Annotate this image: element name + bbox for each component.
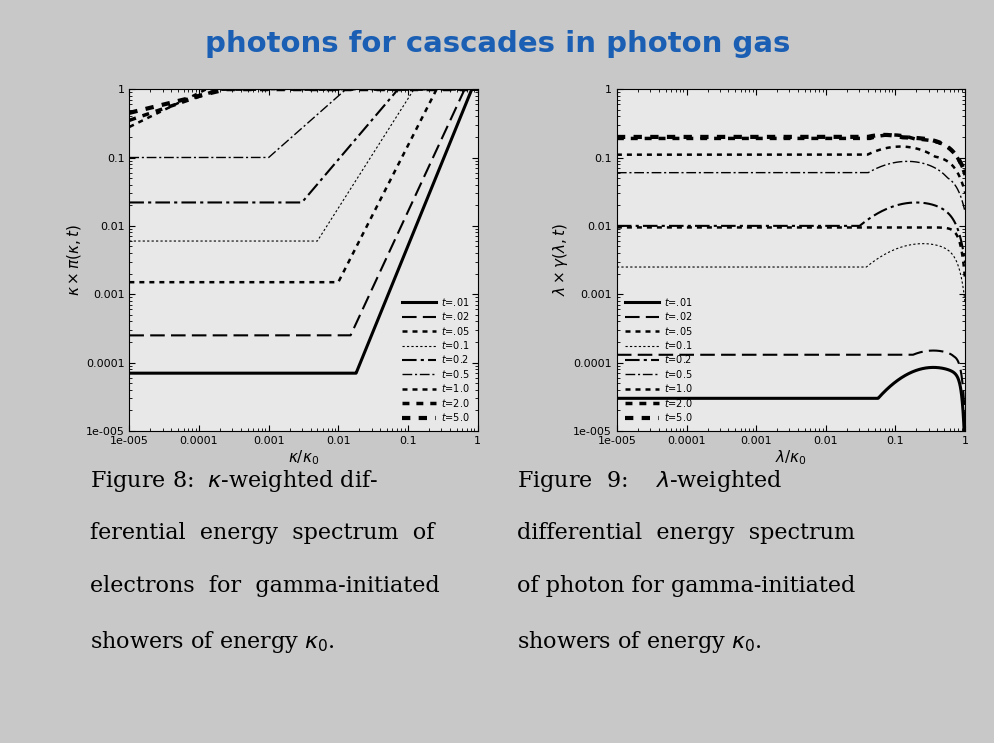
Text: photons for cascades in photon gas: photons for cascades in photon gas — [205, 30, 789, 58]
Text: showers of energy $\kappa_0$.: showers of energy $\kappa_0$. — [517, 629, 761, 655]
Text: Figure 8:  $\kappa$-weighted dif-: Figure 8: $\kappa$-weighted dif- — [89, 468, 377, 494]
Text: showers of energy $\kappa_0$.: showers of energy $\kappa_0$. — [89, 629, 334, 655]
Legend: $t$=.01, $t$=.02, $t$=.05, $t$=0.1, $t$=0.2, $t$=0.5, $t$=1.0, $t$=2.0, $t$=5.0: $t$=.01, $t$=.02, $t$=.05, $t$=0.1, $t$=… — [621, 293, 695, 426]
Text: Figure  9:    $\lambda$-weighted: Figure 9: $\lambda$-weighted — [517, 468, 782, 494]
Text: ferential  energy  spectrum  of: ferential energy spectrum of — [89, 522, 433, 544]
Text: electrons  for  gamma-initiated: electrons for gamma-initiated — [89, 575, 439, 597]
Y-axis label: $\lambda \times \gamma(\lambda,t)$: $\lambda \times \gamma(\lambda,t)$ — [551, 224, 570, 296]
X-axis label: $\kappa/\kappa_0$: $\kappa/\kappa_0$ — [287, 449, 319, 467]
Y-axis label: $\kappa \times \pi(\kappa,t)$: $\kappa \times \pi(\kappa,t)$ — [65, 224, 83, 296]
Text: of photon for gamma-initiated: of photon for gamma-initiated — [517, 575, 855, 597]
X-axis label: $\lambda/\kappa_0$: $\lambda/\kappa_0$ — [774, 449, 806, 467]
Text: differential  energy  spectrum: differential energy spectrum — [517, 522, 855, 544]
Legend: $t$=.01, $t$=.02, $t$=.05, $t$=0.1, $t$=0.2, $t$=0.5, $t$=1.0, $t$=2.0, $t$=5.0: $t$=.01, $t$=.02, $t$=.05, $t$=0.1, $t$=… — [399, 293, 472, 426]
